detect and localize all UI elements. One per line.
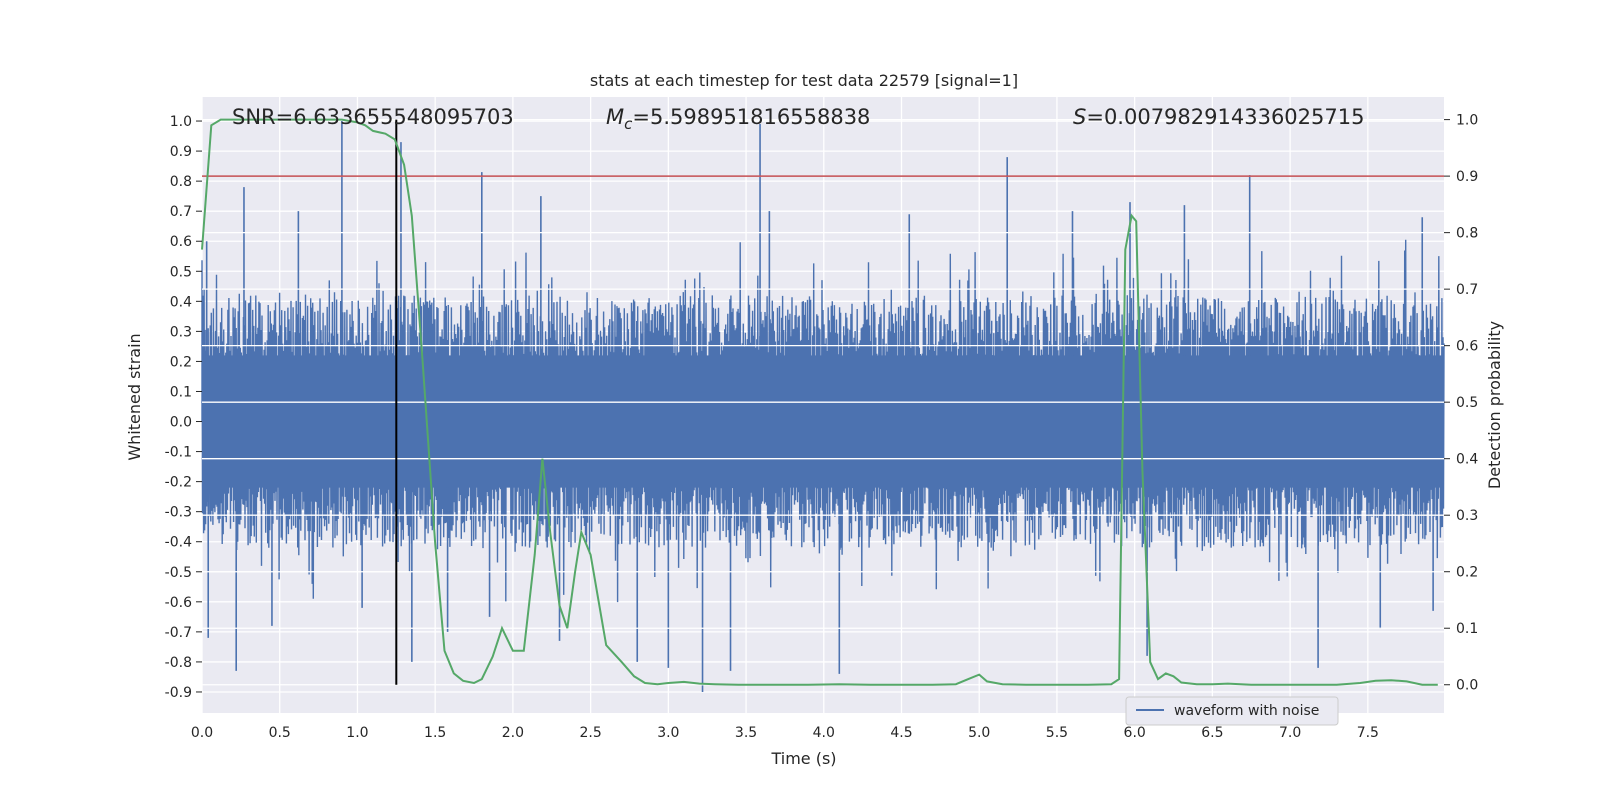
- y-axis-ticks: 1.0 0.9 0.8 0.7 0.6 0.5 0.4 0.3 0.2 0.1 0.0 -0.1 -0.…: [165, 114, 202, 701]
- snr-annotation: SNR=6.633655548095703: [232, 105, 514, 129]
- x-tick-label: 5.0: [968, 725, 990, 741]
- s-value: =0.007982914336025715: [1086, 105, 1364, 129]
- chirp-mass-annotation: Mc=5.598951816558838: [606, 105, 870, 133]
- y-tick-label: 0.2: [170, 354, 192, 370]
- y2-axis-label: Detection probability: [1485, 321, 1504, 489]
- series-detection-probability: [201, 118, 1438, 686]
- y-tick-label: -0.1: [165, 445, 192, 461]
- y2-tick-label: 0.3: [1456, 508, 1478, 524]
- x-axis-ticks: 0.0 0.5 1.0 1.5 2.0 2.5 3.0 3.5 4.0 4.5 5.0 5.5 6.0 6…: [191, 725, 1379, 741]
- y-tick-label: -0.7: [165, 625, 192, 641]
- x-tick-label: 2.0: [502, 725, 524, 741]
- chirp-mass-symbol: M: [606, 105, 624, 129]
- y-tick-label: -0.9: [165, 685, 192, 701]
- y2-tick-label: 0.2: [1456, 565, 1478, 581]
- y-axis-label: Whitened strain: [125, 333, 144, 460]
- y2-tick-label: 0.9: [1456, 169, 1478, 185]
- x-tick-label: 1.0: [346, 725, 368, 741]
- y-tick-label: -0.4: [165, 535, 192, 551]
- legend: waveform with noise: [1125, 696, 1339, 726]
- x-tick-label: 7.5: [1357, 725, 1379, 741]
- y2-tick-label: 0.5: [1456, 395, 1478, 411]
- y-tick-label: -0.2: [165, 475, 192, 491]
- y-tick-label: 0.8: [170, 174, 192, 190]
- y2-tick-label: 0.6: [1456, 339, 1478, 355]
- x-tick-label: 2.5: [579, 725, 601, 741]
- x-tick-label: 5.5: [1046, 725, 1068, 741]
- y2-tick-label: 0.8: [1456, 226, 1478, 242]
- x-tick-label: 3.0: [657, 725, 679, 741]
- x-tick-label: 1.5: [424, 725, 446, 741]
- y2-tick-label: 0.4: [1456, 452, 1478, 468]
- x-tick-label: 6.5: [1201, 725, 1223, 741]
- y-tick-label: 1.0: [170, 114, 192, 130]
- y-tick-label: 0.6: [170, 234, 192, 250]
- strain-dense-core: [202, 355, 1444, 488]
- x-tick-label: 4.5: [890, 725, 912, 741]
- legend-box: [1125, 696, 1339, 726]
- x-tick-label: 4.0: [813, 725, 835, 741]
- chirp-mass-subscript: c: [624, 115, 633, 133]
- s-annotation: S=0.007982914336025715: [1073, 105, 1364, 129]
- s-symbol: S: [1073, 105, 1086, 129]
- y-tick-label: 0.4: [170, 294, 192, 310]
- y-tick-label: 0.0: [170, 415, 192, 431]
- x-tick-label: 0.0: [191, 725, 213, 741]
- x-tick-label: 7.0: [1279, 725, 1301, 741]
- y-tick-label: -0.8: [165, 655, 192, 671]
- y-tick-label: 0.3: [170, 324, 192, 340]
- series-waveform-with-noise: [201, 121, 1445, 692]
- y2-tick-label: 0.7: [1456, 282, 1478, 298]
- legend-entry: waveform with noise: [1174, 703, 1319, 719]
- y2-tick-label: 0.1: [1456, 621, 1478, 637]
- y-tick-label: 0.7: [170, 204, 192, 220]
- y-tick-label: -0.5: [165, 565, 192, 581]
- chirp-mass-value: =5.598951816558838: [632, 105, 870, 129]
- x-tick-label: 6.0: [1124, 725, 1146, 741]
- y2-tick-label: 0.0: [1456, 678, 1478, 694]
- x-tick-label: 0.5: [269, 725, 291, 741]
- y-tick-label: -0.6: [165, 595, 192, 611]
- y-tick-label: -0.3: [165, 505, 192, 521]
- chart-title: stats at each timestep for test data 225…: [590, 71, 1018, 90]
- y2-axis-ticks: 1.0 0.9 0.8 0.7 0.6 0.5 0.4 0.3 0.2 0.1 0.0: [1444, 113, 1478, 694]
- x-axis-label: Time (s): [770, 749, 836, 768]
- y-tick-label: 0.1: [170, 384, 192, 400]
- x-tick-label: 3.5: [735, 725, 757, 741]
- y2-tick-label: 1.0: [1456, 113, 1478, 129]
- y-tick-label: 0.5: [170, 264, 192, 280]
- y-tick-label: 0.9: [170, 144, 192, 160]
